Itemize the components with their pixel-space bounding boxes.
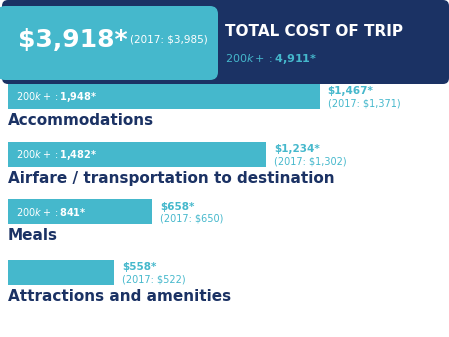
Text: (2017: $650): (2017: $650) (160, 214, 224, 223)
Bar (8, 260, 114, 285)
Text: $200k+: $4,911*: $200k+: $4,911* (225, 52, 317, 66)
FancyBboxPatch shape (0, 6, 218, 80)
Text: $200k+: $841*: $200k+: $841* (16, 206, 87, 217)
Text: (2017: $1,371): (2017: $1,371) (328, 98, 400, 109)
FancyBboxPatch shape (2, 0, 449, 84)
Text: Accommodations: Accommodations (8, 113, 154, 128)
Bar (8, 84, 320, 109)
Text: (2017: $1,302): (2017: $1,302) (274, 156, 347, 166)
Text: $558*: $558* (123, 263, 157, 273)
Bar (8, 199, 152, 224)
Text: $3,918*: $3,918* (18, 28, 128, 52)
Bar (8, 142, 266, 167)
Text: TOTAL COST OF TRIP: TOTAL COST OF TRIP (225, 24, 403, 38)
Text: $200k+: $1,948*: $200k+: $1,948* (16, 90, 97, 103)
Text: Airfare / transportation to destination: Airfare / transportation to destination (8, 171, 335, 186)
Text: $1,467*: $1,467* (328, 87, 374, 96)
Text: (2017: $522): (2017: $522) (123, 275, 186, 284)
Text: Attractions and amenities: Attractions and amenities (8, 289, 231, 304)
Text: (2017: $3,985): (2017: $3,985) (130, 35, 208, 45)
Text: $1,234*: $1,234* (274, 145, 320, 154)
Text: $658*: $658* (160, 202, 195, 212)
Text: $200k+: $1,482*: $200k+: $1,482* (16, 148, 97, 161)
Text: Meals: Meals (8, 228, 58, 243)
